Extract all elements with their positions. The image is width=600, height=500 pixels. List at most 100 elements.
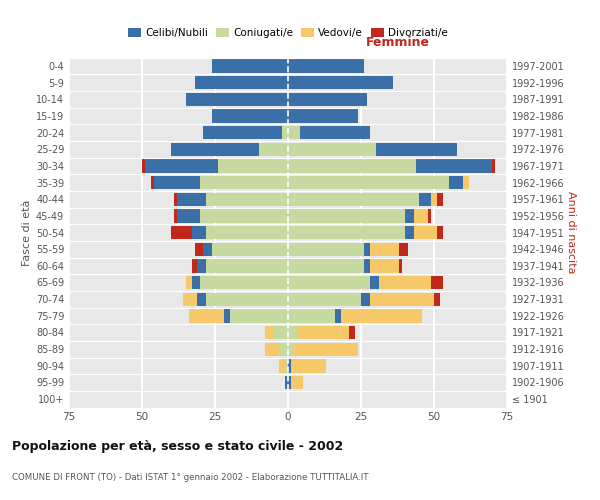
Bar (364, 259, 370, 272)
Bar (376, 142, 457, 156)
Bar (224, 309, 230, 322)
Bar (431, 276, 443, 289)
Bar (203, 242, 212, 256)
Bar (174, 192, 177, 206)
Bar (212, 109, 288, 122)
Text: Femmine: Femmine (365, 36, 430, 49)
Bar (493, 159, 496, 172)
Text: Popolazione per età, sesso e stato civile - 2002: Popolazione per età, sesso e stato civil… (12, 440, 343, 453)
Bar (413, 226, 437, 239)
Bar (265, 342, 279, 356)
Bar (399, 242, 408, 256)
Bar (197, 292, 206, 306)
Bar (186, 276, 191, 289)
Bar (463, 176, 469, 189)
Bar (218, 159, 288, 172)
Y-axis label: Fasce di età: Fasce di età (22, 200, 32, 266)
Bar (206, 259, 288, 272)
Bar (230, 309, 288, 322)
Bar (288, 126, 299, 139)
Bar (294, 342, 358, 356)
Bar (405, 209, 413, 222)
Bar (288, 176, 449, 189)
Bar (194, 242, 203, 256)
Bar (341, 309, 422, 322)
Bar (419, 192, 431, 206)
Bar (177, 192, 206, 206)
Bar (174, 209, 177, 222)
Bar (194, 76, 288, 89)
Bar (183, 292, 197, 306)
Bar (291, 376, 302, 389)
Bar (379, 276, 431, 289)
Bar (288, 359, 291, 372)
Bar (206, 192, 288, 206)
Bar (279, 359, 285, 372)
Bar (288, 209, 405, 222)
Bar (288, 59, 364, 72)
Bar (361, 292, 370, 306)
Bar (200, 276, 288, 289)
Bar (288, 292, 361, 306)
Bar (212, 59, 288, 72)
Bar (282, 126, 288, 139)
Bar (186, 92, 288, 106)
Bar (265, 326, 274, 339)
Bar (197, 259, 206, 272)
Bar (200, 209, 288, 222)
Bar (370, 259, 399, 272)
Bar (288, 342, 294, 356)
Bar (288, 142, 376, 156)
Bar (370, 276, 379, 289)
Bar (191, 276, 200, 289)
Bar (299, 126, 370, 139)
Bar (288, 309, 335, 322)
Bar (416, 159, 493, 172)
Bar (288, 92, 367, 106)
Legend: Celibi/Nubili, Coniugati/e, Vedovi/e, Divorziati/e: Celibi/Nubili, Coniugati/e, Vedovi/e, Di… (124, 24, 452, 42)
Y-axis label: Anni di nascita: Anni di nascita (566, 191, 576, 274)
Bar (151, 176, 154, 189)
Bar (413, 209, 428, 222)
Bar (206, 292, 288, 306)
Bar (431, 192, 437, 206)
Bar (145, 159, 218, 172)
Bar (285, 359, 288, 372)
Bar (279, 342, 288, 356)
Bar (297, 326, 349, 339)
Bar (189, 309, 224, 322)
Bar (364, 242, 370, 256)
Bar (288, 226, 405, 239)
Bar (349, 326, 355, 339)
Bar (288, 159, 416, 172)
Bar (285, 376, 288, 389)
Bar (171, 226, 191, 239)
Text: COMUNE DI FRONT (TO) - Dati ISTAT 1° gennaio 2002 - Elaborazione TUTTITALIA.IT: COMUNE DI FRONT (TO) - Dati ISTAT 1° gen… (12, 473, 368, 482)
Bar (434, 292, 440, 306)
Bar (437, 226, 443, 239)
Bar (171, 142, 259, 156)
Bar (212, 242, 288, 256)
Bar (288, 192, 419, 206)
Bar (200, 176, 288, 189)
Bar (191, 226, 206, 239)
Bar (191, 259, 197, 272)
Bar (291, 359, 326, 372)
Bar (288, 76, 393, 89)
Bar (399, 259, 402, 272)
Bar (274, 326, 288, 339)
Bar (405, 226, 413, 239)
Bar (288, 259, 364, 272)
Bar (288, 276, 370, 289)
Bar (288, 109, 358, 122)
Bar (288, 326, 297, 339)
Bar (142, 159, 145, 172)
Bar (428, 209, 431, 222)
Bar (335, 309, 341, 322)
Bar (177, 209, 200, 222)
Bar (370, 242, 399, 256)
Bar (437, 192, 443, 206)
Bar (449, 176, 463, 189)
Bar (288, 376, 291, 389)
Bar (203, 126, 282, 139)
